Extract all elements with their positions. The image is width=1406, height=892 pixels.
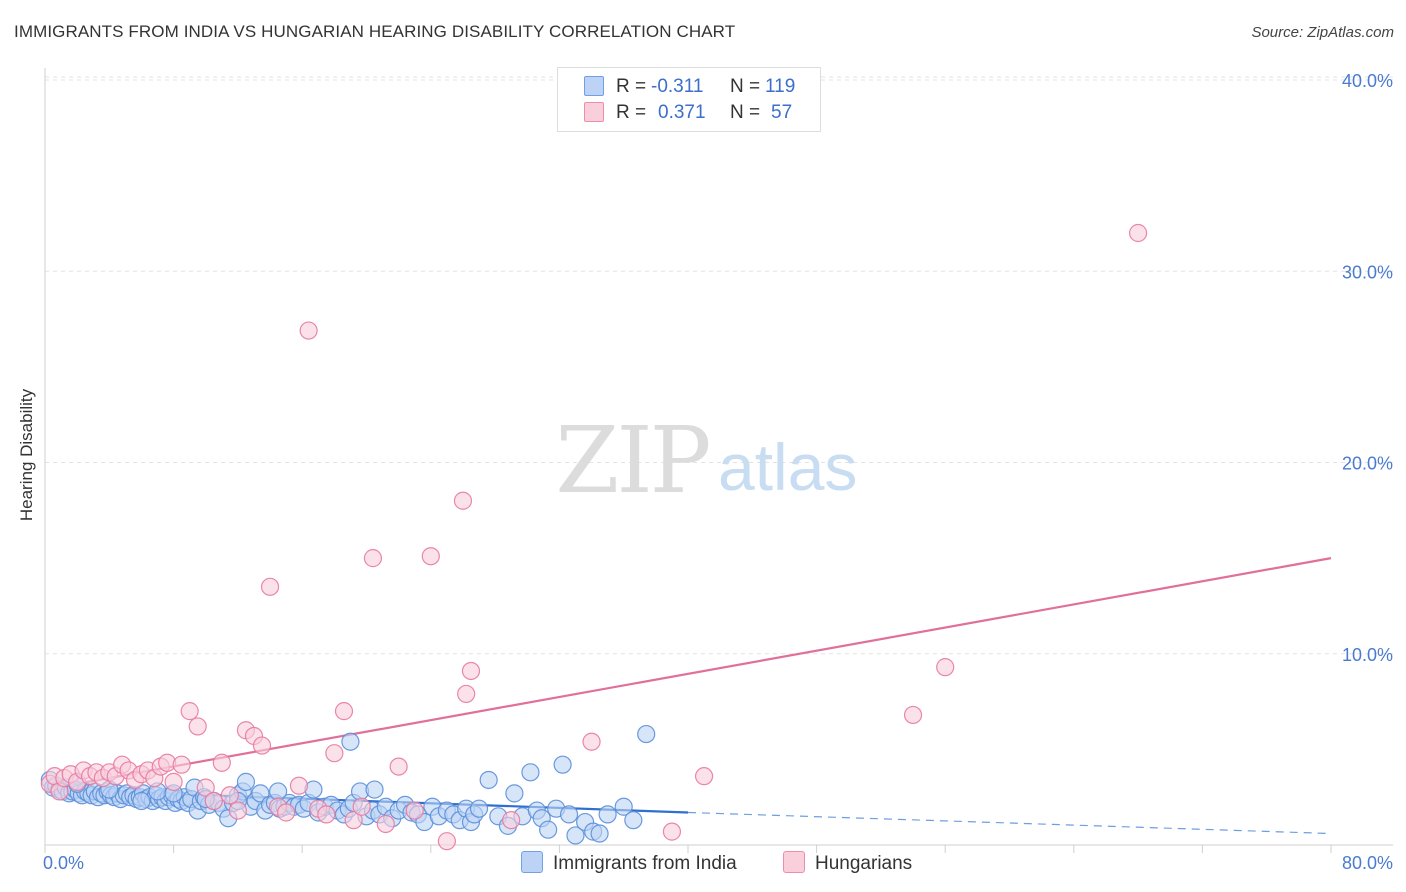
data-point [405,801,424,820]
data-point [188,717,207,736]
axes [44,68,1393,853]
data-point [662,822,682,841]
data-point [521,763,540,782]
legend-n-value: 119 [765,76,796,97]
grid-lines [45,76,1393,655]
data-point [936,658,955,677]
y-tick-label: 10.0% [1342,645,1393,665]
data-point [421,547,440,566]
y-tick-label: 20.0% [1342,454,1393,474]
data-point [196,778,215,797]
bottom-legend-swatch-india [521,851,543,873]
data-point [437,832,456,851]
data-point [566,826,585,845]
series-hungarians [40,223,1148,851]
data-point [252,736,272,755]
data-point [590,824,609,843]
data-point [325,744,344,763]
data-point [553,755,572,774]
x-tick-label: 80.0% [1342,853,1393,873]
tick-labels: 10.0% 20.0% 30.0% 40.0% 0.0% 80.0% [43,71,1393,873]
data-point [344,811,363,830]
data-point [180,702,199,721]
data-point [220,786,239,805]
data-point [289,776,309,795]
bottom-legend-swatch-hungarians [783,851,805,873]
legend-row-hungarians: R = 0.371 N = 57 [584,102,792,126]
data-point [469,799,489,818]
data-point [582,732,601,751]
data-point [637,724,656,744]
watermark-atlas: atlas [718,430,857,504]
watermark-zip: ZIP [555,407,708,514]
data-point [389,757,408,776]
bottom-legend-label-hungarians: Hungarians [815,853,913,874]
data-point [341,732,360,751]
data-point [903,705,923,725]
data-point [539,820,558,839]
y-tick-label: 40.0% [1342,71,1393,91]
data-point [376,814,395,834]
data-point [236,772,256,791]
legend-swatch-hungarians [584,102,604,122]
bottom-legend-india: Immigrants from India [521,851,737,875]
data-point [598,805,617,824]
data-point [164,772,183,791]
legend-swatch-india [584,76,604,96]
data-point [505,784,524,803]
data-point [694,767,714,786]
y-tick-label: 30.0% [1342,262,1393,282]
data-point [299,321,318,340]
data-point [260,577,280,596]
data-point [212,753,231,772]
legend-r-value: 0.371 [658,102,706,123]
data-point [204,791,223,811]
data-point [277,803,296,822]
data-point [453,491,473,510]
source-credit: Source: ZipAtlas.com [1251,24,1394,41]
data-point [363,549,383,568]
legend: R = -0.311 N = 119 R = 0.371 N = 57 [557,67,821,132]
bottom-legend-hungarians: Hungarians [783,851,912,875]
data-point [1128,223,1148,243]
data-point [352,797,371,816]
data-point [502,811,521,830]
data-point [559,805,579,824]
legend-r-label: R = [616,102,647,123]
data-point [228,801,247,820]
data-point [614,797,633,816]
data-point [334,702,354,721]
legend-n-label: N = [730,76,761,97]
bottom-legend-label-india: Immigrants from India [553,853,737,874]
data-point [479,770,498,790]
data-point [365,780,384,799]
data-point [268,782,288,801]
legend-n-value: 57 [771,102,793,123]
data-point [172,755,191,774]
data-point [457,684,476,704]
trend-line-hungarians [44,557,1332,791]
legend-r-label: R = [616,76,647,97]
data-point [461,661,481,681]
chart-title: IMMIGRANTS FROM INDIA VS HUNGARIAN HEARI… [14,22,736,41]
trend-line-india-extension [687,811,1332,835]
data-point [132,791,151,811]
legend-r-value: -0.311 [651,76,704,97]
x-tick-label: 0.0% [43,853,84,873]
data-point [317,805,336,824]
data-points [40,223,1148,851]
legend-row-india: R = -0.311 N = 119 [584,76,795,100]
legend-n-label: N = [730,102,761,123]
watermark: ZIP atlas [555,407,857,514]
data-point [624,811,643,830]
